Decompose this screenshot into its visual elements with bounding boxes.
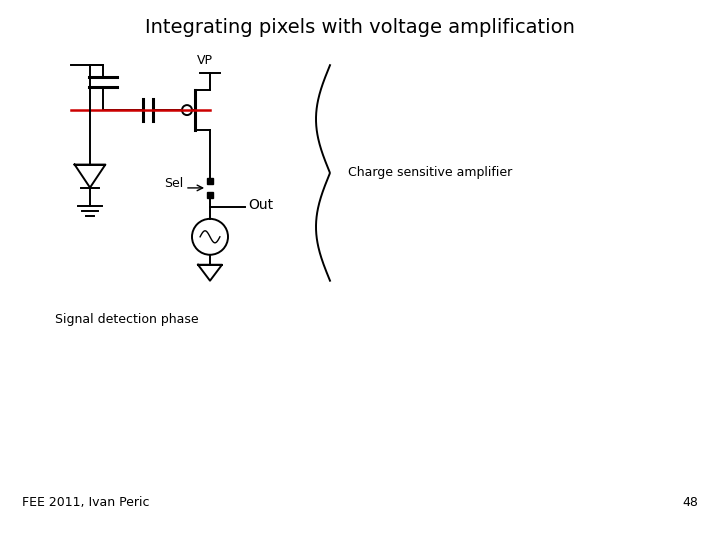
Text: Charge sensitive amplifier: Charge sensitive amplifier <box>348 166 512 179</box>
Text: Out: Out <box>248 198 273 212</box>
Text: 48: 48 <box>683 496 698 509</box>
Text: Signal detection phase: Signal detection phase <box>55 313 199 326</box>
Text: VP: VP <box>197 54 213 67</box>
Text: Integrating pixels with voltage amplification: Integrating pixels with voltage amplific… <box>145 18 575 37</box>
Text: FEE 2011, Ivan Peric: FEE 2011, Ivan Peric <box>22 496 149 509</box>
Text: Sel: Sel <box>163 178 183 191</box>
